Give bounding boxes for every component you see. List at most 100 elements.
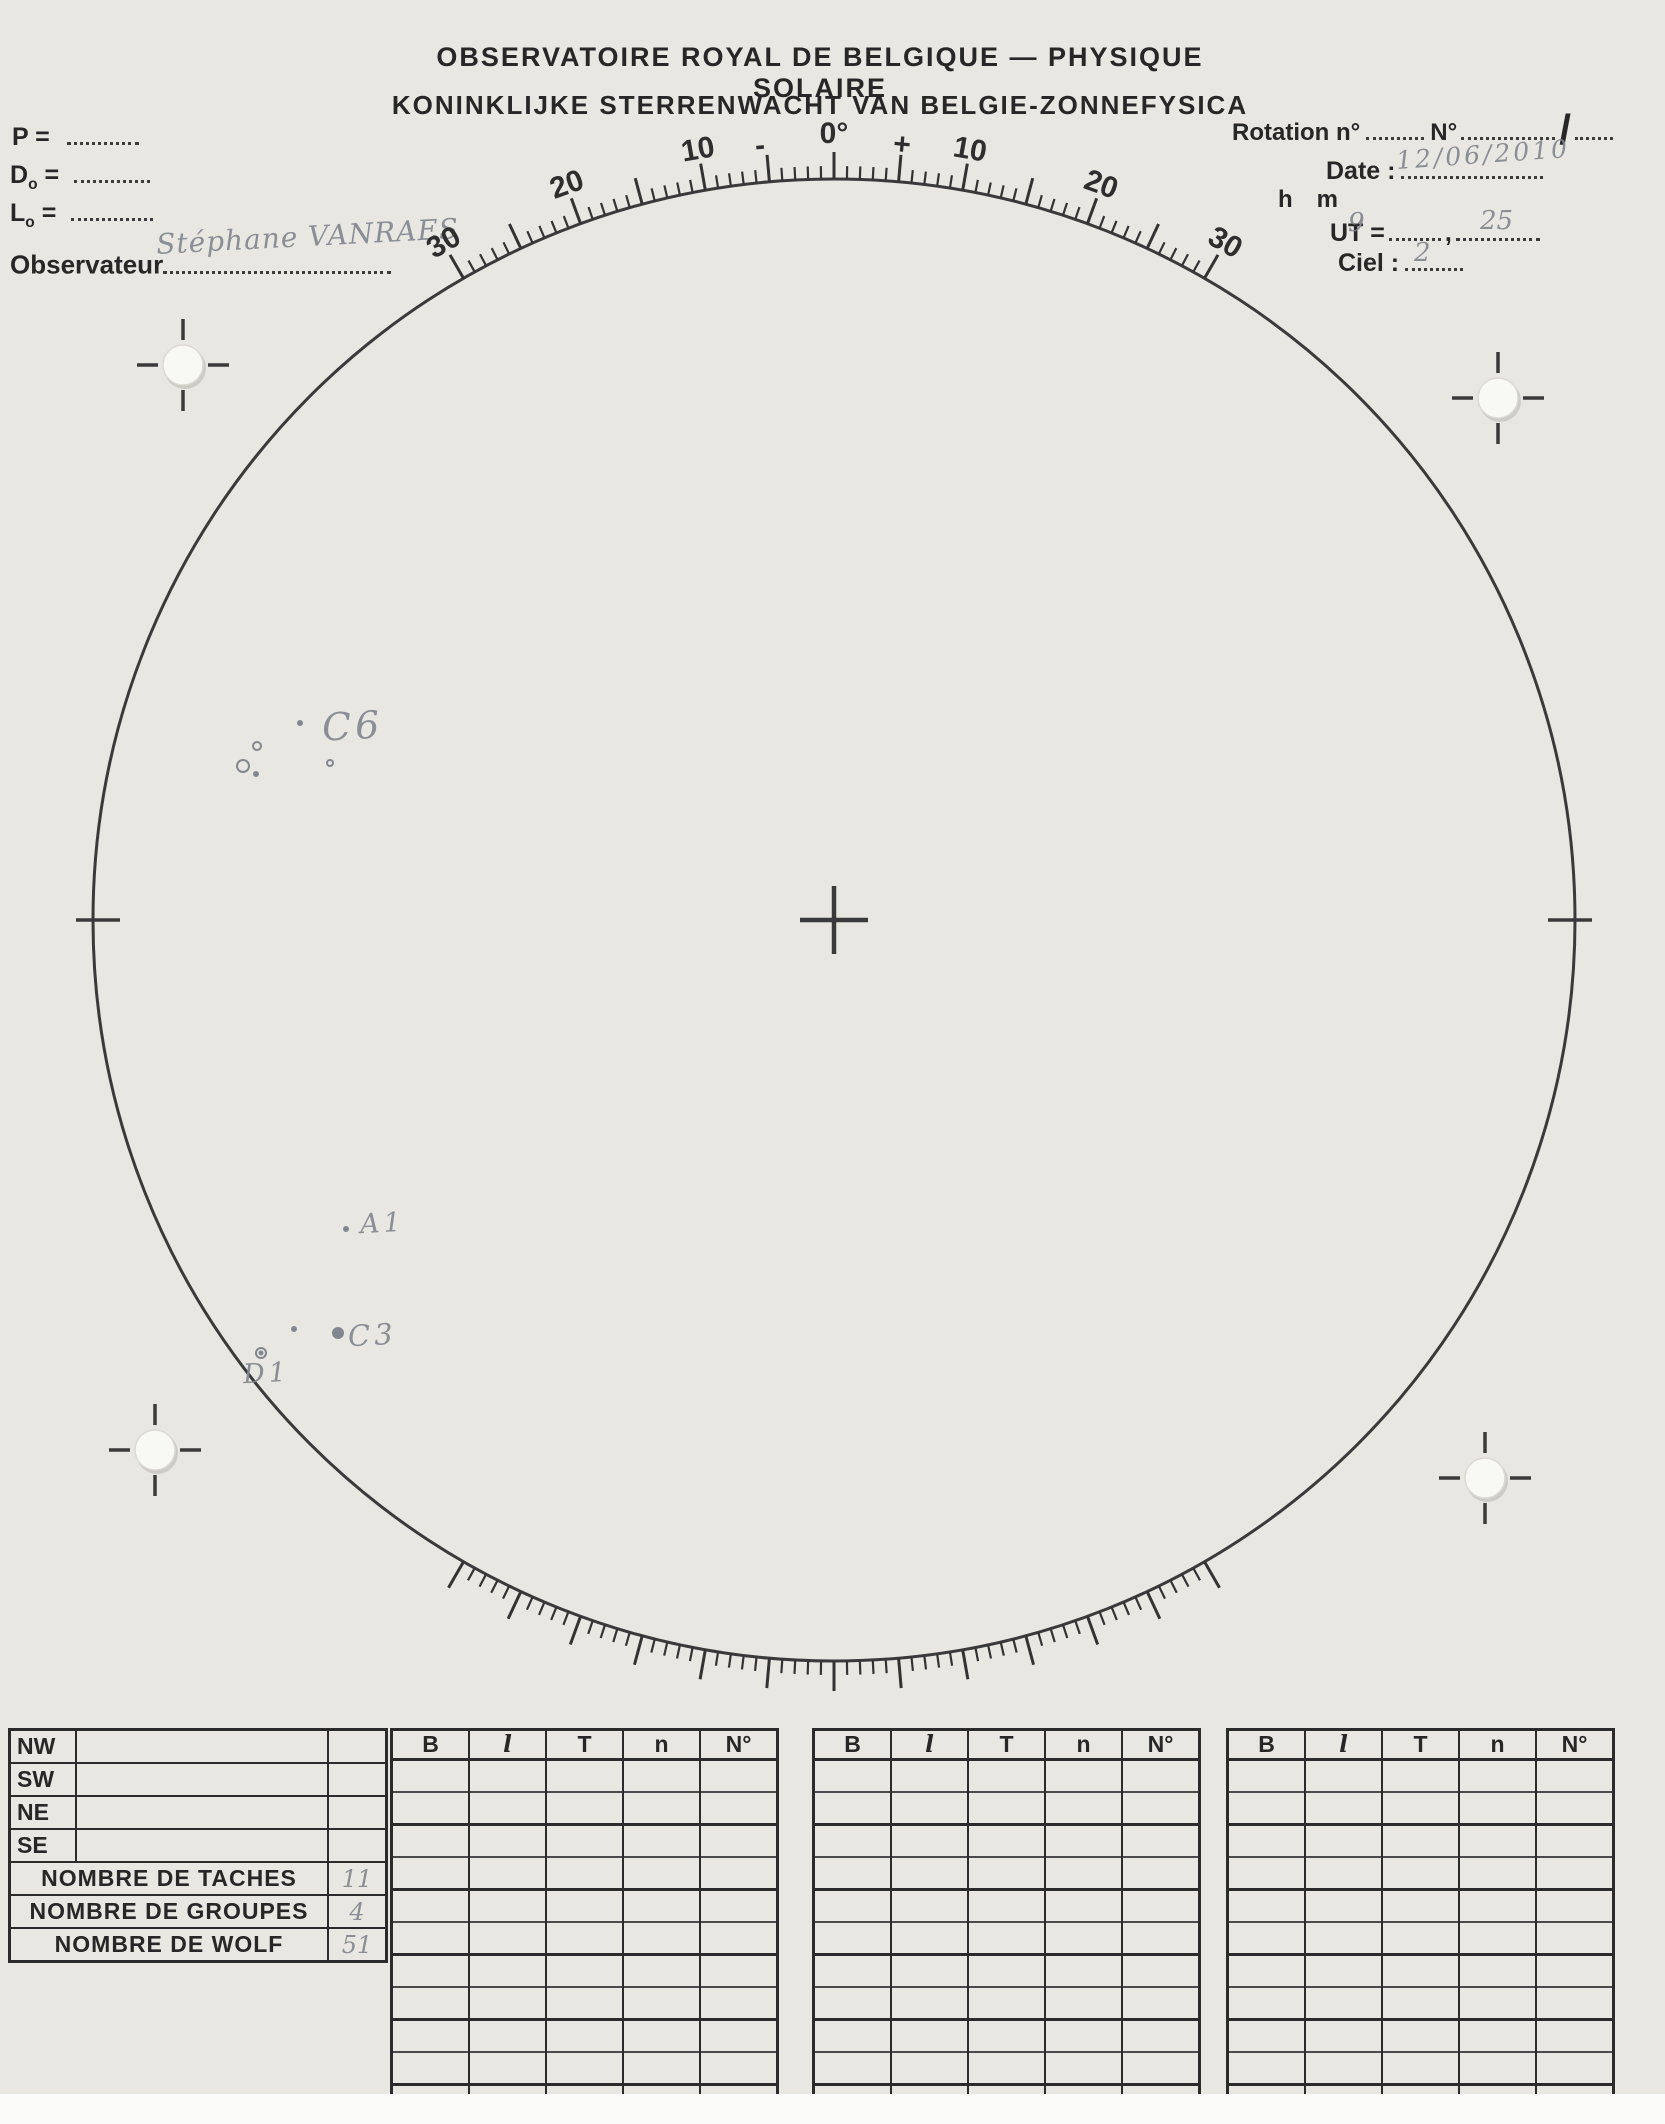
group-cell <box>1044 1888 1122 1922</box>
group-cell <box>1458 2051 1536 2085</box>
l0-dotted-line <box>71 194 154 221</box>
nombre-wolf-label: NOMBRE DE WOLF <box>8 1927 329 1963</box>
table-row <box>1227 1856 1614 1890</box>
table-row <box>391 1856 778 1890</box>
group-cell <box>1121 1921 1200 1955</box>
group-column-header: N° <box>699 1729 778 1761</box>
quadrant-value-cell <box>327 1795 388 1830</box>
ut-comma: , <box>1444 218 1452 247</box>
group-cell <box>1458 1888 1536 1922</box>
table-row <box>813 2018 1200 2052</box>
group-cell <box>392 1760 470 1793</box>
table-row <box>1227 1791 1614 1825</box>
quadrant-entry-cell <box>75 1762 329 1797</box>
group-cell <box>622 1759 700 1792</box>
group-cell <box>1458 2018 1536 2052</box>
group-cell <box>1458 1986 1536 2020</box>
group-cell <box>622 2051 700 2085</box>
group-cell <box>1381 1986 1459 2020</box>
group-cell <box>468 1856 546 1890</box>
field-p: P = <box>12 118 139 152</box>
registration-punch-marks <box>109 319 1544 1524</box>
group-cell <box>699 1791 778 1825</box>
group-cell <box>890 1953 968 1987</box>
ut-minutes-dotted-line <box>1455 214 1540 241</box>
group-cell <box>1535 1823 1614 1857</box>
group-cell <box>890 1888 968 1922</box>
quadrant-value-cell <box>327 1828 388 1863</box>
group-cell <box>391 1888 469 1922</box>
group-cell <box>813 1888 891 1922</box>
table-row <box>1227 1888 1614 1922</box>
group-cell <box>545 1986 623 2020</box>
table-row: NOMBRE DE WOLF 51 <box>8 1927 388 1963</box>
table-row <box>813 1986 1200 2020</box>
group-cell <box>1458 1823 1536 1857</box>
group-cell <box>545 1759 623 1792</box>
group-cell <box>468 1791 546 1825</box>
table-row <box>1227 2018 1614 2052</box>
group-cell <box>1381 1823 1459 1857</box>
group-cell <box>1458 1856 1536 1890</box>
group-cell <box>1044 1759 1122 1792</box>
table-row <box>1227 2051 1614 2085</box>
table-row <box>391 1921 778 1955</box>
quadrant-entry-cell <box>75 1728 329 1764</box>
group-cell <box>1458 1953 1536 1987</box>
table-row: SW <box>8 1762 388 1797</box>
group-cell <box>1535 1888 1614 1922</box>
field-observateur: Observateur <box>10 246 392 281</box>
table-row <box>391 1953 778 1987</box>
group-cell <box>813 1823 891 1857</box>
group-cell <box>967 1986 1045 2020</box>
group-cell <box>1535 2018 1614 2052</box>
table-row <box>813 1888 1200 1922</box>
group-cell <box>967 1791 1045 1825</box>
nombre-groupes-value: 4 <box>327 1894 388 1929</box>
group-cell <box>1304 1888 1382 1922</box>
table-row <box>814 1759 1200 1792</box>
group-cell <box>391 1921 469 1955</box>
field-ciel: Ciel : <box>1338 244 1464 278</box>
group-cell <box>1227 2018 1305 2052</box>
table-row <box>813 1823 1200 1857</box>
group-cell <box>1304 1986 1382 2020</box>
group-cell <box>1458 1921 1536 1955</box>
group-cell <box>967 1856 1045 1890</box>
group-cell <box>545 1921 623 1955</box>
group-cell <box>890 1759 968 1792</box>
group-cell <box>1381 1759 1459 1792</box>
group-cell <box>699 1953 778 1987</box>
table-row <box>813 1856 1200 1890</box>
table-row <box>391 1823 778 1857</box>
annotation-group-c6: C6 <box>320 702 385 750</box>
group-cell <box>391 1856 469 1890</box>
scale-label: - <box>752 128 767 162</box>
sunspot-pencil-marks <box>236 720 349 1359</box>
table-row <box>1227 1823 1614 1857</box>
nombre-wolf-value: 51 <box>327 1927 388 1963</box>
rotation-label: Rotation n° <box>1232 118 1361 146</box>
group-cell <box>391 1986 469 2020</box>
date-dotted-line <box>1401 152 1544 179</box>
table-row: NOMBRE DE GROUPES 4 <box>8 1894 388 1929</box>
group-cell <box>813 2051 891 2085</box>
ciel-dotted-line <box>1405 244 1464 271</box>
group-cell <box>967 1823 1045 1857</box>
group-cell <box>468 1921 546 1955</box>
group-cell <box>699 2051 778 2085</box>
group-cell <box>1304 1856 1382 1890</box>
group-cell <box>1044 1953 1122 1987</box>
group-cell <box>1458 1791 1536 1825</box>
group-cell <box>1228 1760 1306 1793</box>
group-cell <box>1121 1986 1200 2020</box>
rotation-n-dotted-line <box>1461 114 1556 140</box>
group-cell <box>967 2051 1045 2085</box>
group-cell <box>1121 1759 1200 1792</box>
quadrant-entry-cell <box>75 1828 329 1863</box>
group-cell <box>545 1888 623 1922</box>
group-column-header: B <box>391 1729 469 1761</box>
group-cell <box>545 1791 623 1825</box>
